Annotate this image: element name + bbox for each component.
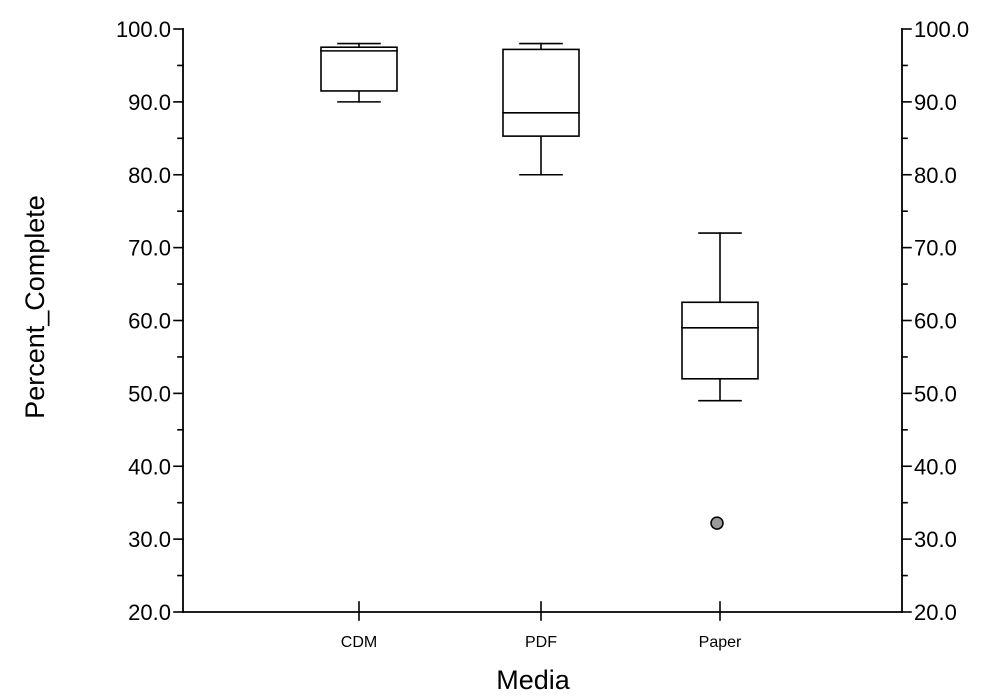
y-tick-label-right: 100.0 <box>914 17 969 42</box>
box-rect <box>681 301 759 380</box>
y-tick-label-left: 40.0 <box>128 454 171 479</box>
y-tick-label-right: 90.0 <box>914 90 957 115</box>
tick-group: 20.0 20.0 30.0 30.0 40.0 40.0 50.0 50.0 60.0 60.0… <box>116 17 969 651</box>
y-tick-label-left: 100.0 <box>116 17 171 42</box>
x-category-label: Paper <box>699 634 742 651</box>
y-tick-label-right: 60.0 <box>914 309 957 334</box>
outlier-point <box>710 516 724 530</box>
box-cdm <box>320 42 398 103</box>
y-tick-label-right: 20.0 <box>914 600 957 625</box>
box-rect <box>320 46 398 92</box>
x-axis-title: Media <box>496 665 571 695</box>
y-tick-label-right: 80.0 <box>914 163 957 188</box>
y-tick-label-left: 20.0 <box>128 600 171 625</box>
y-tick-label-left: 30.0 <box>128 527 171 552</box>
y-tick-label-left: 70.0 <box>128 236 171 261</box>
y-tick-label-right: 50.0 <box>914 381 957 406</box>
y-tick-label-left: 90.0 <box>128 90 171 115</box>
y-tick-label-right: 30.0 <box>914 527 957 552</box>
x-category-label: CDM <box>341 634 377 651</box>
box-rect <box>502 48 580 137</box>
y-axis-title: Percent_Complete <box>20 195 50 419</box>
x-category-label: PDF <box>525 634 557 651</box>
box-paper <box>681 232 759 530</box>
y-tick-label-right: 70.0 <box>914 236 957 261</box>
y-tick-label-left: 50.0 <box>128 381 171 406</box>
boxes-group <box>320 42 759 530</box>
box-pdf <box>502 42 580 176</box>
y-tick-label-right: 40.0 <box>914 454 957 479</box>
y-tick-label-left: 80.0 <box>128 163 171 188</box>
y-tick-label-left: 60.0 <box>128 309 171 334</box>
